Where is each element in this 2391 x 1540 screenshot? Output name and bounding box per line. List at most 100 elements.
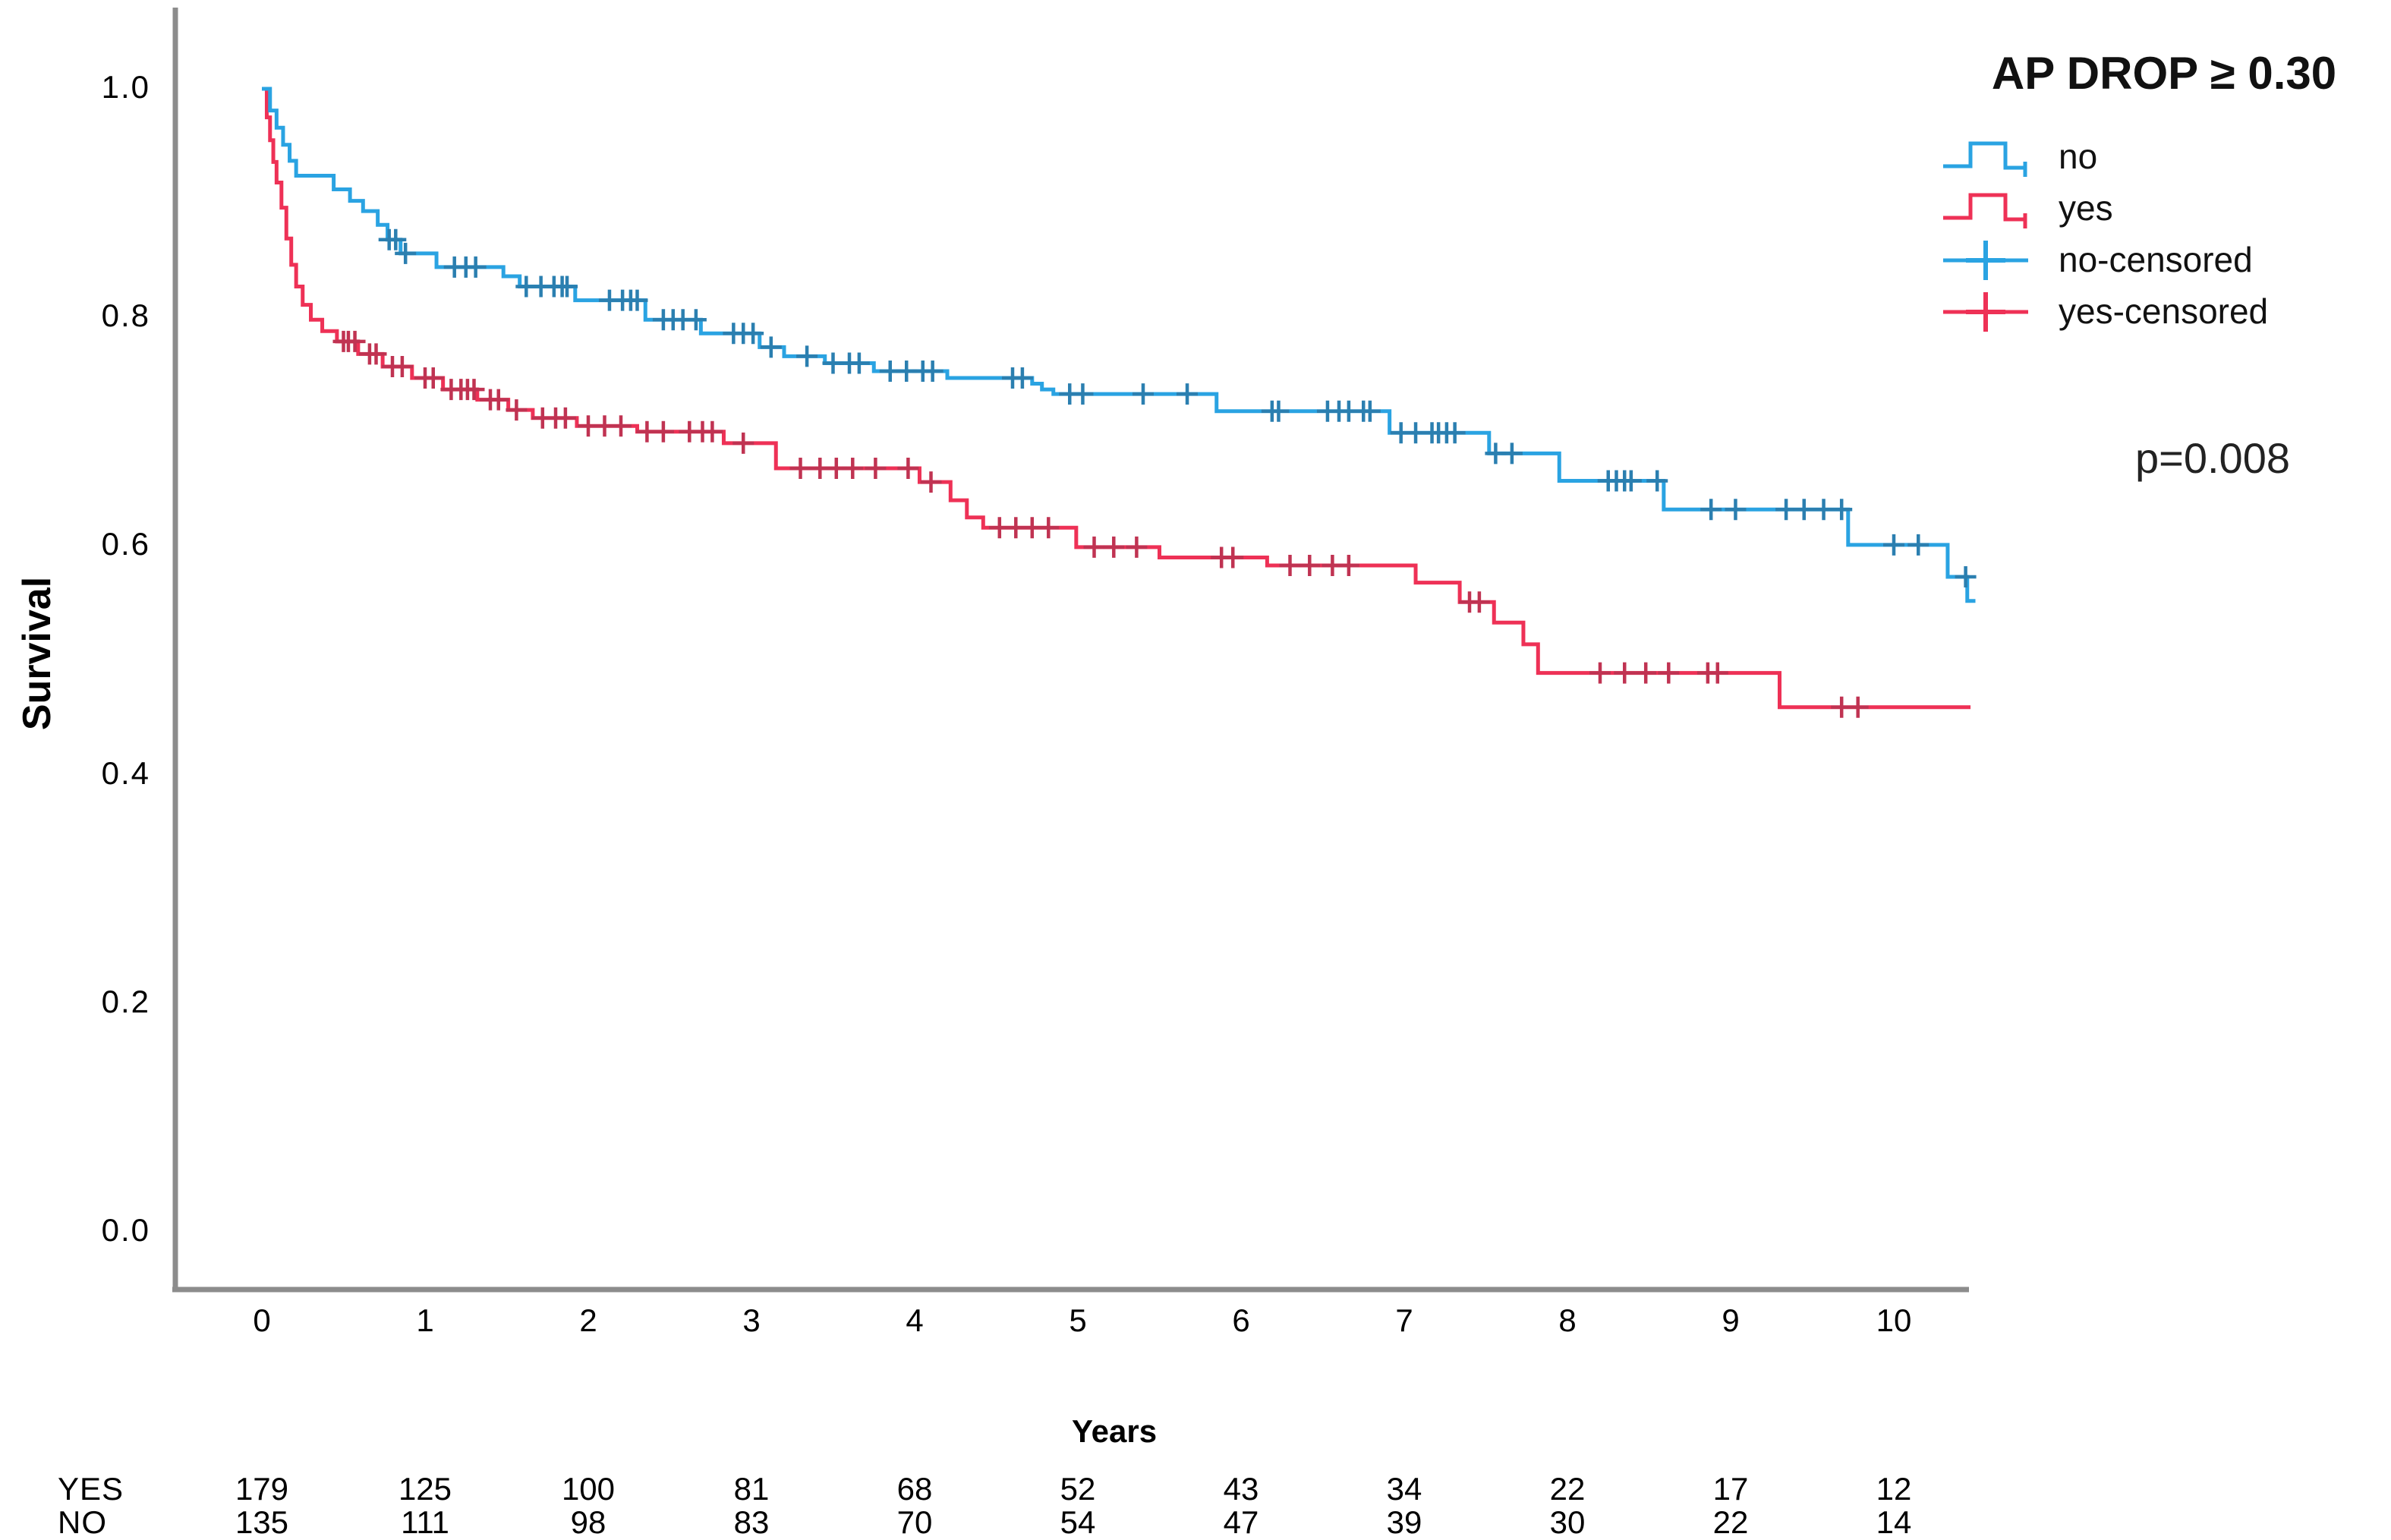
censor-mark-yes [487,389,509,411]
censor-mark-no [1646,470,1668,492]
risk-count-yes: 43 [1223,1471,1259,1507]
censor-mark-no [385,228,407,250]
censor-mark-no [1793,499,1815,521]
censor-mark-no [556,276,578,298]
step-line-icon [1943,141,2027,177]
risk-row-label-no: NO [58,1504,107,1540]
censor-mark-no [1907,534,1929,556]
x-tick-label: 9 [1722,1302,1740,1338]
censor-mark-yes [610,415,632,437]
censor-mark-no [1268,400,1290,422]
censor-mark-yes [865,457,887,479]
risk-count-yes: 125 [398,1471,452,1507]
censor-mark-no [1359,400,1381,422]
risk-count-yes: 34 [1386,1471,1422,1507]
censor-mark-yes [652,420,674,442]
censor-mark-yes [1658,662,1680,684]
plus-marker-icon [1943,241,2028,280]
censor-mark-no [1725,499,1747,521]
risk-count-yes: 12 [1876,1471,1912,1507]
risk-count-no: 47 [1223,1504,1259,1540]
risk-count-yes: 52 [1060,1471,1096,1507]
risk-count-no: 30 [1549,1504,1586,1540]
x-tick-label: 1 [416,1302,434,1338]
censor-mark-yes [1468,591,1490,613]
plus-marker-icon [1943,292,2028,332]
y-tick-label: 1.0 [101,69,150,105]
censor-mark-yes [1589,662,1611,684]
p-value-annotation: p=0.008 [2135,434,2290,482]
censor-mark-no [626,289,648,311]
censor-mark-yes [1847,696,1869,718]
x-tick-label: 6 [1232,1302,1250,1338]
censor-mark-no [1831,499,1853,521]
censor-mark-yes [1706,662,1728,684]
y-tick-label: 0.4 [101,754,150,791]
legend-label-no: no [2059,137,2098,176]
censor-mark-no [1177,383,1199,405]
step-line-icon [1943,193,2027,228]
x-axis-title: Years [1071,1413,1158,1449]
x-tick-label: 3 [742,1302,761,1338]
legend-label-yes: yes [2059,188,2113,228]
censor-mark-no [1883,534,1904,556]
legend: AP DROP ≥ 0.30 no yes no-censored [1940,47,2388,341]
censor-mark-yes [1083,536,1105,558]
risk-count-yes: 17 [1712,1471,1749,1507]
x-tick-label: 7 [1395,1302,1413,1338]
legend-item-yes-censored: yes-censored [1940,289,2388,333]
risk-count-no: 135 [235,1504,289,1540]
risk-count-yes: 22 [1549,1471,1586,1507]
censor-mark-no [1501,442,1523,465]
censor-mark-yes [732,432,754,454]
censor-mark-yes [365,343,387,365]
censor-mark-yes [1299,555,1321,577]
y-tick-label: 0.8 [101,298,150,334]
censor-mark-no [796,345,818,367]
censor-mark-no [848,352,870,374]
censor-mark-yes [789,457,811,479]
censor-mark-yes [1222,546,1244,568]
risk-count-no: 54 [1060,1504,1096,1540]
censor-mark-no [1072,383,1094,405]
risk-count-no: 22 [1712,1504,1749,1540]
y-tick-label: 0.2 [101,983,150,1019]
censor-mark-yes [1126,536,1148,558]
x-tick-label: 0 [253,1302,271,1338]
censor-mark-no [1813,499,1835,521]
x-tick-label: 10 [1876,1302,1912,1338]
censor-mark-no [1011,367,1033,389]
censor-mark-yes [920,471,942,493]
risk-count-yes: 179 [235,1471,289,1507]
censor-mark-yes [1103,536,1125,558]
risk-count-no: 70 [896,1504,933,1540]
censor-mark-no [1955,566,1977,588]
censor-mark-no [1700,499,1722,521]
risk-count-yes: 100 [561,1471,616,1507]
x-tick-label: 2 [579,1302,597,1338]
censor-mark-no [1775,499,1797,521]
risk-count-yes: 68 [896,1471,933,1507]
censor-mark-yes [701,420,723,442]
censor-mark-no [1444,422,1466,444]
risk-count-no: 111 [401,1504,449,1540]
censor-mark-yes [506,399,528,421]
censor-mark-no [1620,470,1642,492]
legend-title: AP DROP ≥ 0.30 [1991,48,2337,99]
censor-mark-no [921,360,943,382]
y-tick-label: 0.6 [101,526,150,562]
censor-mark-yes [391,355,413,377]
legend-item-no-censored: no-censored [1940,238,2388,282]
x-tick-label: 8 [1558,1302,1577,1338]
censor-mark-yes [554,407,576,429]
risk-count-yes: 81 [733,1471,770,1507]
censor-mark-no [760,336,782,358]
y-axis-title: Survival [15,576,59,731]
censor-mark-yes [1038,517,1060,539]
censor-mark-yes [842,457,864,479]
risk-count-no: 14 [1876,1504,1912,1540]
censor-mark-no [1132,383,1154,405]
km-curve-no [262,87,1976,603]
